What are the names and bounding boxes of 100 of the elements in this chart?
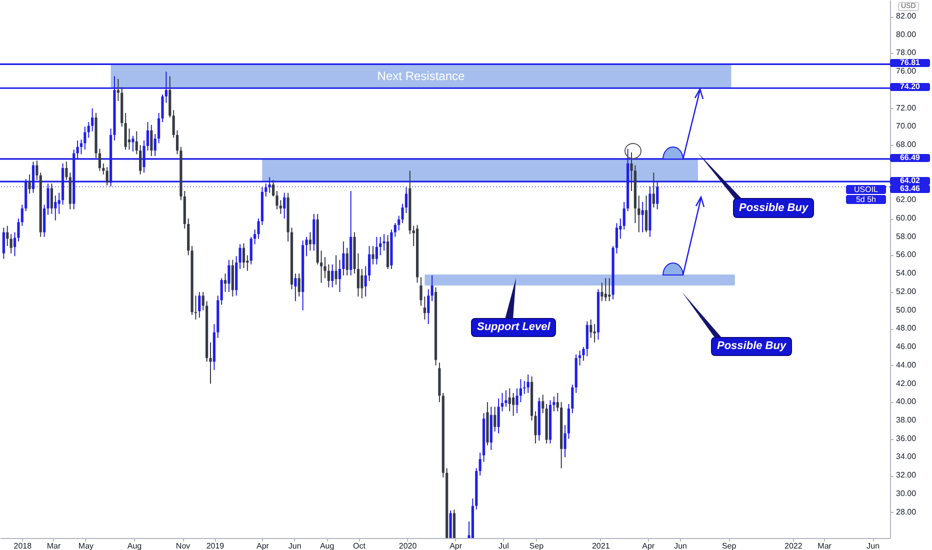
y-tick-label: 34.00 (896, 452, 917, 462)
x-tick-label: Apr (256, 542, 270, 550)
x-tick-label: 2018 (14, 542, 32, 550)
ref-line-label: 63.46 (890, 184, 930, 194)
y-tick-label: 78.00 (896, 48, 917, 58)
candlestick (494, 406, 496, 432)
candlestick (556, 392, 559, 412)
candlestick (87, 122, 90, 138)
candlestick (10, 234, 12, 254)
candlestick (334, 254, 338, 286)
x-tick-label: Aug (320, 542, 334, 550)
annotation: Support Level (471, 318, 556, 337)
x-tick-label: Mar (46, 542, 62, 550)
candlestick (523, 380, 526, 394)
candlestick (91, 108, 94, 132)
candlestick (571, 384, 574, 414)
candlestick (36, 160, 38, 180)
candlestick (526, 374, 530, 394)
candlestick (590, 318, 592, 338)
candlestick (360, 268, 364, 299)
y-tick-label: 42.00 (896, 378, 917, 388)
candlestick (202, 291, 204, 311)
x-tick-label: Mar (818, 542, 832, 550)
candlestick (294, 273, 297, 302)
candlestick (604, 278, 607, 302)
x-tick-label: Apr (450, 542, 462, 550)
candlestick (320, 250, 323, 284)
annotation: USOIL (846, 185, 886, 194)
candlestick (6, 225, 9, 247)
candlestick (298, 273, 300, 298)
candlestick (382, 234, 386, 252)
candlestick (430, 274, 434, 302)
y-tick-label: 48.00 (896, 324, 917, 333)
y-tick-label: 58.00 (896, 232, 917, 241)
y-tick-label: 36.00 (896, 434, 917, 443)
candlestick (652, 172, 655, 208)
candlestick (327, 264, 330, 288)
candlestick (132, 135, 134, 152)
candlestick (2, 227, 5, 260)
candlestick (368, 246, 371, 282)
candlestick (622, 201, 626, 230)
candlestick (600, 282, 604, 302)
candlestick (106, 166, 108, 186)
y-tick-label: 68.00 (896, 140, 917, 150)
y-tick-label: 52.00 (896, 286, 917, 296)
annotation: 5d 5h (846, 195, 886, 204)
candlestick (80, 139, 83, 155)
x-tick-label: Jun (674, 542, 687, 550)
x-tick-label: Sep (529, 542, 544, 550)
candlestick (139, 144, 142, 175)
x-tick-label: 2019 (206, 542, 225, 550)
x-tick-label: Aug (127, 542, 142, 550)
y-tick-label: 38.00 (896, 415, 917, 424)
candlestick (172, 110, 175, 138)
y-tick-label: 82.00 (896, 12, 917, 21)
y-tick-label: 50.00 (896, 305, 917, 314)
candlestick (641, 201, 644, 233)
candlestick (638, 195, 640, 233)
x-tick-label: Apr (642, 542, 655, 550)
y-tick-label: 32.00 (896, 470, 917, 480)
y-tick-label: 28.00 (896, 507, 917, 516)
candlestick (478, 452, 482, 476)
x-tick-label: Jun (288, 542, 302, 550)
y-tick-label: 76.00 (896, 66, 917, 76)
x-tick-label: Jul (498, 542, 510, 550)
x-tick-label: 2020 (398, 542, 418, 550)
candlestick (154, 134, 156, 157)
y-tick-label: 62.00 (896, 195, 917, 204)
candlestick (427, 288, 430, 325)
y-tick-label: 70.00 (896, 122, 917, 131)
candlestick (372, 246, 374, 265)
candlestick (28, 174, 31, 194)
candlestick (379, 236, 382, 256)
x-tick-label: Oct (353, 542, 366, 550)
candlestick (512, 392, 515, 416)
candlestick (220, 278, 223, 306)
y-tick-label: 54.00 (896, 268, 917, 278)
candlestick (250, 236, 252, 265)
y-tick-label: 44.00 (896, 360, 917, 370)
x-tick-label: Jun (866, 542, 880, 550)
candlestick (331, 264, 334, 288)
ref-line-label: 76.81 (890, 58, 930, 68)
candlestick (308, 232, 312, 252)
candlestick (346, 247, 348, 276)
candlestick (58, 192, 60, 214)
candlestick (608, 278, 611, 302)
candlestick (150, 124, 153, 157)
x-tick-label: May (78, 542, 94, 550)
y-tick-label: 80.00 (896, 30, 917, 39)
y-tick-label: 56.00 (896, 250, 917, 260)
candlestick (283, 192, 286, 220)
y-tick-label: 72.00 (896, 103, 917, 112)
candlestick (102, 162, 105, 175)
candlestick (84, 126, 86, 150)
candlestick (279, 200, 282, 214)
candlestick (364, 266, 367, 298)
x-tick-label: Nov (176, 542, 190, 550)
candlestick (593, 324, 596, 343)
band-label: Next Resistance (377, 69, 466, 84)
candlestick (586, 320, 588, 357)
